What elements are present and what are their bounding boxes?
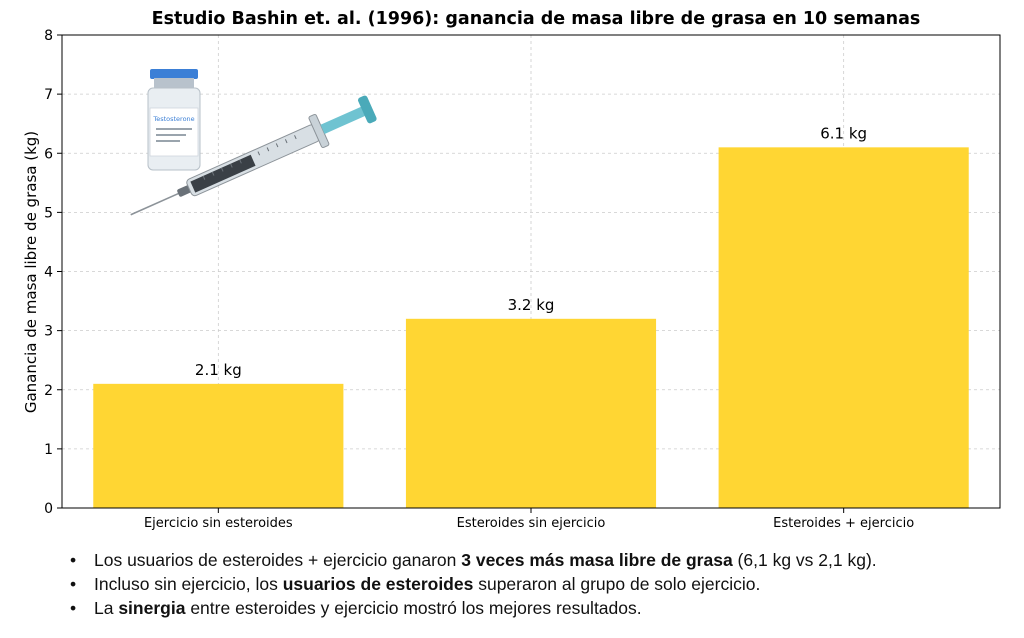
y-tick-label: 7 bbox=[44, 87, 53, 103]
y-tick-label: 8 bbox=[44, 28, 53, 44]
vial-label: Testosterone bbox=[152, 115, 194, 123]
finding-item: Los usuarios de esteroides + ejercicio g… bbox=[68, 548, 877, 572]
y-tick-label: 5 bbox=[44, 205, 53, 221]
finding-item: Incluso sin ejercicio, los usuarios de e… bbox=[68, 572, 877, 596]
y-tick-label: 3 bbox=[44, 324, 53, 340]
y-tick-label: 0 bbox=[44, 501, 53, 517]
y-tick-label: 6 bbox=[44, 146, 53, 162]
x-tick-label: Esteroides + ejercicio bbox=[773, 516, 914, 531]
x-tick-label: Ejercicio sin esteroides bbox=[144, 516, 293, 531]
bar bbox=[718, 147, 969, 508]
y-axis-label: Ganancia de masa libre de grasa (kg) bbox=[22, 131, 40, 413]
bar bbox=[93, 383, 344, 508]
bar-value-label: 2.1 kg bbox=[195, 361, 242, 379]
y-tick-label: 2 bbox=[44, 383, 53, 399]
axes: 0 1 2 3 4 5 6 7 8 Ejercicio sin esteroides Esteroi… bbox=[44, 28, 1001, 531]
bar bbox=[405, 318, 657, 508]
y-tick-label: 1 bbox=[44, 442, 53, 458]
bars: 2.1 kg 3.2 kg 6.1 kg bbox=[93, 124, 969, 508]
bar-value-label: 3.2 kg bbox=[508, 296, 555, 314]
bar-chart: Estudio Bashin et. al. (1996): ganancia … bbox=[22, 9, 1001, 531]
x-tick-label: Esteroides sin ejercicio bbox=[457, 516, 606, 531]
syringe-vial-illustration: Testosterone bbox=[130, 69, 377, 216]
bar-value-label: 6.1 kg bbox=[820, 124, 867, 142]
y-tick-label: 4 bbox=[44, 265, 53, 281]
plot-frame bbox=[61, 34, 1001, 509]
chart-title: Estudio Bashin et. al. (1996): ganancia … bbox=[152, 9, 921, 29]
finding-item: La sinergia entre esteroides y ejercicio… bbox=[68, 596, 877, 620]
key-findings-list: Los usuarios de esteroides + ejercicio g… bbox=[68, 548, 877, 620]
